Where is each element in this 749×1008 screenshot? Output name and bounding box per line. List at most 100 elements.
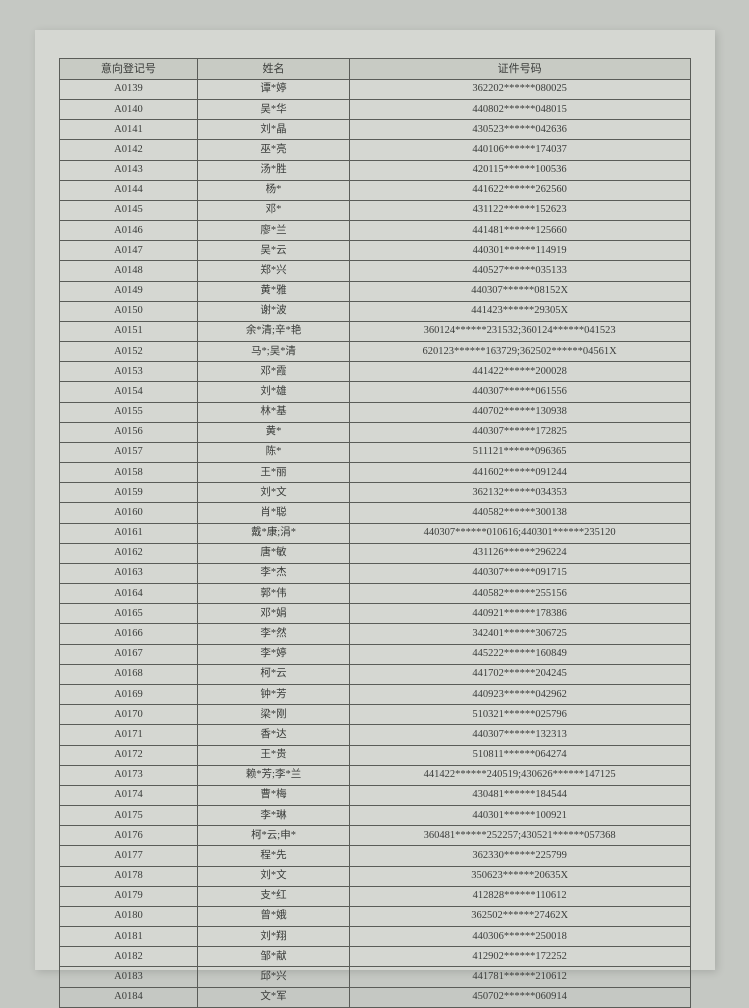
cell-name: 刘*雄 [198,382,349,402]
cell-id: 440702******130938 [349,402,690,422]
table-row: A0149黄*雅440307******08152X [59,281,690,301]
cell-name: 邹*献 [198,947,349,967]
table-row: A0150谢*波441423******29305X [59,301,690,321]
cell-name: 刘*翔 [198,927,349,947]
cell-name: 王*贵 [198,745,349,765]
table-row: A0164郭*伟440582******255156 [59,584,690,604]
table-row: A0155林*基440702******130938 [59,402,690,422]
cell-id: 412902******172252 [349,947,690,967]
table-row: A0148郑*兴440527******035133 [59,261,690,281]
cell-id: 441781******210612 [349,967,690,987]
cell-name: 王*丽 [198,463,349,483]
cell-id: 440307******132313 [349,725,690,745]
cell-name: 刘*文 [198,483,349,503]
cell-name: 余*清;辛*艳 [198,321,349,341]
cell-id: 431126******296224 [349,543,690,563]
document-page: 意向登记号 姓名 证件号码 A0139谭*婷362202******080025… [35,30,715,970]
cell-registration: A0182 [59,947,198,967]
cell-name: 吴*华 [198,100,349,120]
cell-name: 黄*雅 [198,281,349,301]
cell-id: 441602******091244 [349,463,690,483]
cell-id: 440802******048015 [349,100,690,120]
cell-name: 谭*婷 [198,79,349,99]
table-row: A0162唐*敏431126******296224 [59,543,690,563]
cell-id: 440301******114919 [349,241,690,261]
cell-id: 350623******20635X [349,866,690,886]
table-row: A0165邓*娟440921******178386 [59,604,690,624]
cell-id: 362502******27462X [349,906,690,926]
table-row: A0173赖*芳;李*兰441422******240519;430626***… [59,765,690,785]
cell-registration: A0181 [59,927,198,947]
table-row: A0160肖*聪440582******300138 [59,503,690,523]
cell-name: 邓*娟 [198,604,349,624]
cell-registration: A0145 [59,200,198,220]
table-row: A0154刘*雄440307******061556 [59,382,690,402]
cell-id: 441422******240519;430626******147125 [349,765,690,785]
table-row: A0158王*丽441602******091244 [59,463,690,483]
cell-registration: A0155 [59,402,198,422]
header-id: 证件号码 [349,59,690,80]
cell-name: 郑*兴 [198,261,349,281]
cell-registration: A0156 [59,422,198,442]
cell-id: 430481******184544 [349,785,690,805]
cell-registration: A0146 [59,221,198,241]
cell-registration: A0180 [59,906,198,926]
cell-name: 钟*芳 [198,685,349,705]
cell-id: 440307******091715 [349,563,690,583]
registration-table: 意向登记号 姓名 证件号码 A0139谭*婷362202******080025… [59,58,691,1008]
cell-id: 450702******060914 [349,987,690,1007]
cell-registration: A0167 [59,644,198,664]
cell-id: 441702******204245 [349,664,690,684]
cell-id: 441481******125660 [349,221,690,241]
cell-name: 支*红 [198,886,349,906]
cell-name: 邓* [198,200,349,220]
cell-registration: A0152 [59,342,198,362]
cell-registration: A0184 [59,987,198,1007]
table-row: A0157陈*511121******096365 [59,442,690,462]
cell-name: 戴*康;涓* [198,523,349,543]
cell-id: 440582******255156 [349,584,690,604]
cell-registration: A0171 [59,725,198,745]
table-row: A0147吴*云440301******114919 [59,241,690,261]
cell-registration: A0158 [59,463,198,483]
cell-registration: A0162 [59,543,198,563]
cell-id: 362202******080025 [349,79,690,99]
header-registration: 意向登记号 [59,59,198,80]
cell-registration: A0144 [59,180,198,200]
table-row: A0184文*军450702******060914 [59,987,690,1007]
table-row: A0182邹*献412902******172252 [59,947,690,967]
table-row: A0161戴*康;涓*440307******010616;440301****… [59,523,690,543]
cell-registration: A0173 [59,765,198,785]
cell-registration: A0148 [59,261,198,281]
table-row: A0140吴*华440802******048015 [59,100,690,120]
table-row: A0163李*杰440307******091715 [59,563,690,583]
cell-id: 412828******110612 [349,886,690,906]
cell-name: 柯*云 [198,664,349,684]
cell-registration: A0168 [59,664,198,684]
cell-id: 362132******034353 [349,483,690,503]
cell-id: 440582******300138 [349,503,690,523]
cell-registration: A0147 [59,241,198,261]
cell-registration: A0140 [59,100,198,120]
cell-id: 440106******174037 [349,140,690,160]
table-row: A0152马*;吴*清620123******163729;362502****… [59,342,690,362]
cell-registration: A0166 [59,624,198,644]
cell-id: 620123******163729;362502******04561X [349,342,690,362]
cell-name: 杨* [198,180,349,200]
cell-registration: A0179 [59,886,198,906]
cell-registration: A0175 [59,806,198,826]
table-row: A0181刘*翔440306******250018 [59,927,690,947]
table-row: A0170梁*刚510321******025796 [59,705,690,725]
table-row: A0175李*琳440301******100921 [59,806,690,826]
cell-name: 柯*云;申* [198,826,349,846]
cell-name: 文*军 [198,987,349,1007]
cell-name: 陈* [198,442,349,462]
cell-name: 李*琳 [198,806,349,826]
cell-registration: A0149 [59,281,198,301]
cell-id: 342401******306725 [349,624,690,644]
cell-registration: A0157 [59,442,198,462]
cell-registration: A0176 [59,826,198,846]
cell-id: 440306******250018 [349,927,690,947]
cell-registration: A0142 [59,140,198,160]
cell-id: 440527******035133 [349,261,690,281]
